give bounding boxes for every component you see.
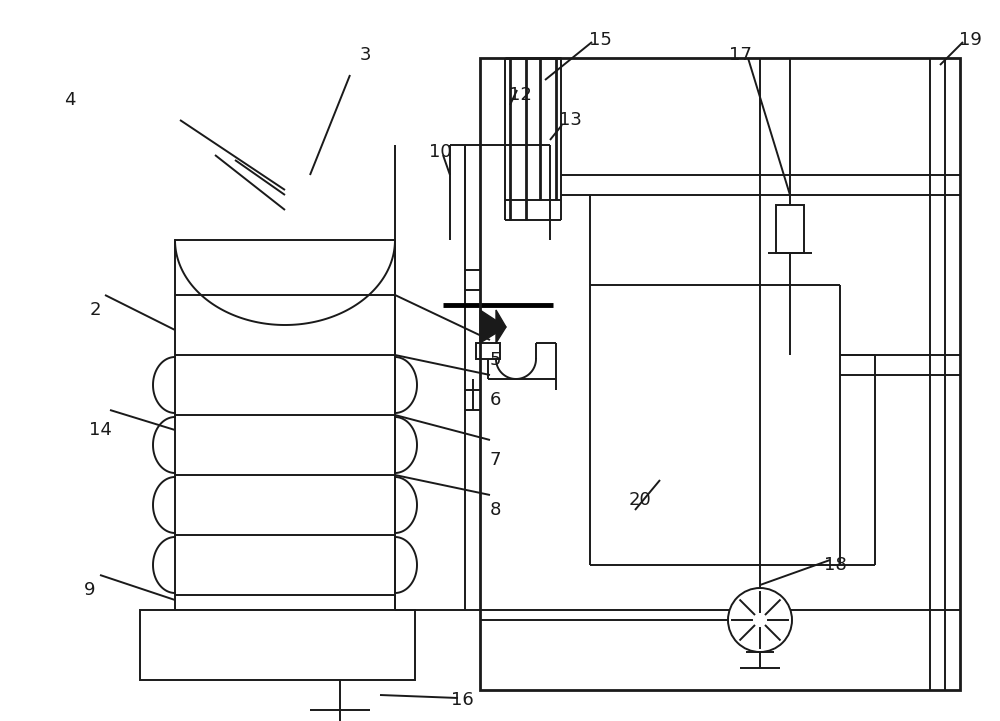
Text: 17: 17 <box>729 46 751 64</box>
Text: 7: 7 <box>489 451 501 469</box>
Text: 14: 14 <box>89 421 111 439</box>
Bar <box>480 58 960 690</box>
Text: 15: 15 <box>589 31 611 49</box>
Polygon shape <box>496 310 506 343</box>
Text: 2: 2 <box>89 301 101 319</box>
Text: 5: 5 <box>489 351 501 369</box>
Polygon shape <box>480 310 506 343</box>
Text: 4: 4 <box>64 91 76 109</box>
Text: 6: 6 <box>489 391 501 409</box>
Bar <box>140 610 415 680</box>
Bar <box>476 343 500 359</box>
Text: 8: 8 <box>489 501 501 519</box>
Text: 10: 10 <box>429 143 451 161</box>
Text: 18: 18 <box>824 556 846 574</box>
Text: 13: 13 <box>559 111 581 129</box>
Text: 9: 9 <box>84 581 96 599</box>
Circle shape <box>728 588 792 652</box>
Bar <box>776 205 804 253</box>
Text: 20: 20 <box>629 491 651 509</box>
Text: 12: 12 <box>509 86 531 104</box>
Text: 19: 19 <box>959 31 981 49</box>
Text: 3: 3 <box>359 46 371 64</box>
Text: 16: 16 <box>451 691 473 709</box>
